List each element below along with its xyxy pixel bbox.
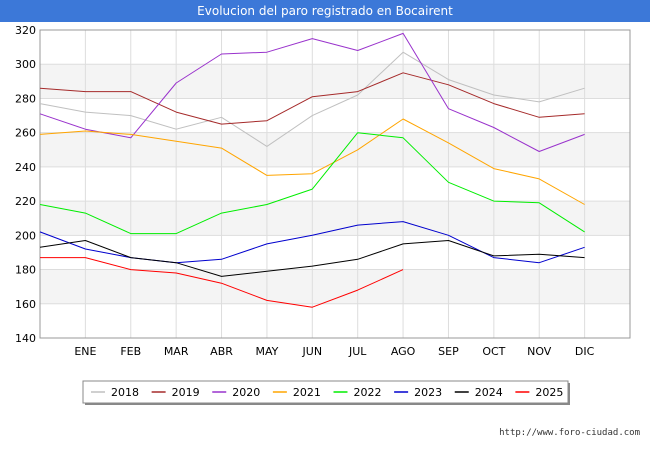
x-tick-label: FEB <box>120 345 141 358</box>
x-axis-ticks: ENE FEB MAR ABR MAY JUN JUL AGO SEP OCT NOV DIC <box>74 345 594 358</box>
plot-frame <box>39 29 631 339</box>
y-tick-label: 260 <box>15 127 36 140</box>
y-tick-label: 220 <box>15 195 36 208</box>
y-axis-ticks: 140 160 180 200 220 240 260 280 300 320 <box>15 24 36 345</box>
plot-band <box>40 201 630 236</box>
series-line-2019 <box>39 72 585 125</box>
x-tick-label: ENE <box>74 345 96 358</box>
y-tick-label: 240 <box>15 161 36 174</box>
x-tick-label: SEP <box>438 345 459 358</box>
legend-label-2018: 2018 <box>111 386 139 399</box>
x-tick-label: ABR <box>210 345 233 358</box>
y-tick-label: 160 <box>15 298 36 311</box>
legend: 2018 2019 2020 2021 2022 2023 2024 2025 <box>82 380 570 405</box>
legend-label-2020: 2020 <box>232 386 260 399</box>
series-line-2024 <box>39 240 585 277</box>
plot-bands <box>40 64 630 304</box>
legend-box <box>82 380 569 404</box>
y-tick-label: 180 <box>15 264 36 277</box>
series-lines <box>39 32 585 308</box>
series-line-2018 <box>39 51 585 147</box>
x-tick-label: NOV <box>527 345 552 358</box>
legend-label-2024: 2024 <box>475 386 503 399</box>
x-tick-label: JUL <box>348 345 367 358</box>
series-line-2025 <box>40 257 404 308</box>
y-tick-label: 320 <box>15 24 36 37</box>
x-tick-label: DIC <box>575 345 595 358</box>
plot-border <box>39 29 631 339</box>
plot-band <box>40 64 630 99</box>
legend-label-2023: 2023 <box>414 386 442 399</box>
series-line-2022 <box>39 132 585 235</box>
legend-label-2025: 2025 <box>535 386 563 399</box>
legend-label-2022: 2022 <box>354 386 382 399</box>
plot-band <box>40 269 630 304</box>
x-tick-label: OCT <box>482 345 505 358</box>
series-line-2021 <box>39 118 585 205</box>
y-tick-label: 280 <box>15 92 36 105</box>
y-tick-label: 300 <box>15 58 36 71</box>
y-tick-label: 200 <box>15 229 36 242</box>
chart-title: Evolucion del paro registrado en Bocaire… <box>0 0 650 22</box>
x-tick-label: JUN <box>302 345 323 358</box>
legend-label-2021: 2021 <box>293 386 321 399</box>
legend-label-2019: 2019 <box>172 386 200 399</box>
x-tick-label: MAY <box>255 345 278 358</box>
x-tick-label: MAR <box>164 345 189 358</box>
source-url: http://www.foro-ciudad.com <box>499 428 640 438</box>
series-line-2020 <box>39 32 585 152</box>
x-tick-label: AGO <box>391 345 416 358</box>
y-tick-label: 140 <box>15 332 36 345</box>
